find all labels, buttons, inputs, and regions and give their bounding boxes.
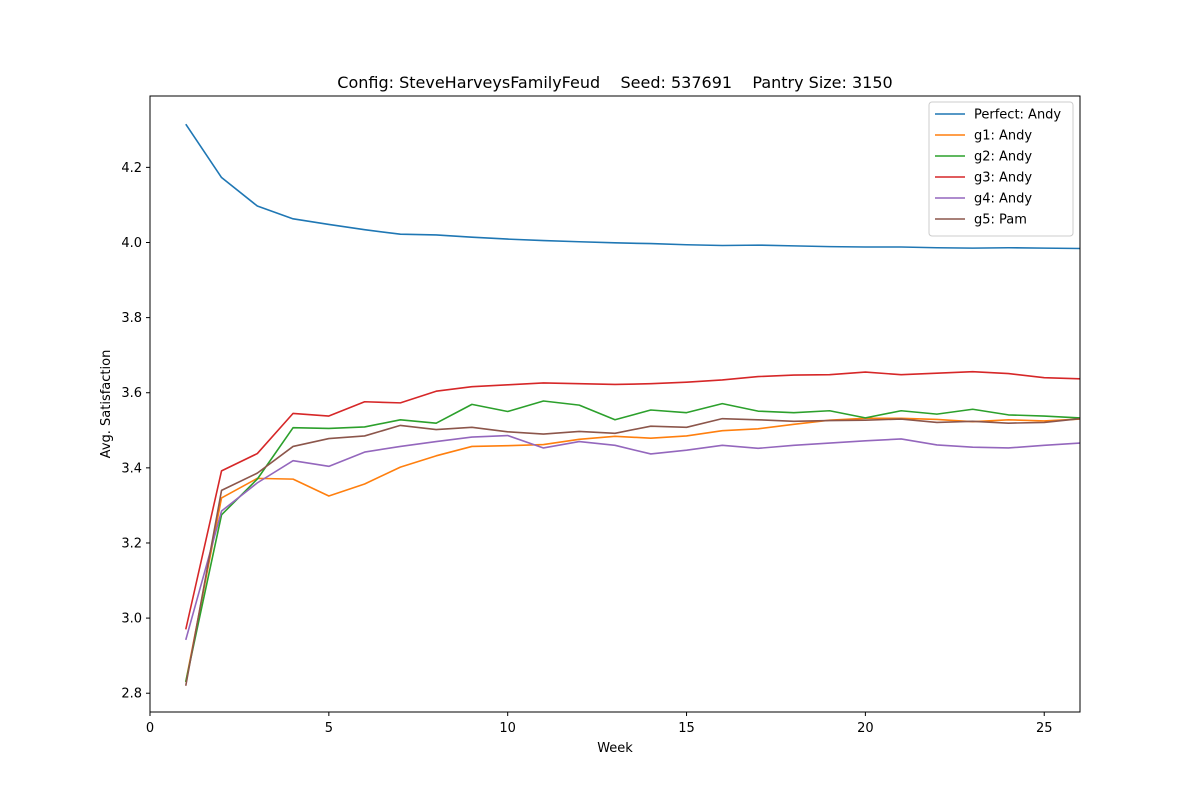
legend-label-4: g3: Andy (974, 171, 1032, 186)
legend-label-6: g5: Pam (974, 213, 1027, 228)
series-line-5 (184, 434, 1080, 641)
x-tick-label: 20 (857, 721, 874, 736)
y-tick-label: 4.0 (121, 236, 142, 251)
series-line-4 (184, 370, 1080, 630)
y-axis-label: Avg. Satisfaction (99, 350, 114, 459)
series-line-6 (184, 417, 1080, 686)
series-line-3 (184, 400, 1080, 683)
y-axis: 2.8 3.0 3.2 3.4 3.6 3.8 4.0 4.2 (121, 161, 150, 702)
legend-label-3: g2: Andy (974, 150, 1032, 165)
legend-label-1: Perfect: Andy (974, 108, 1061, 123)
legend: Perfect: Andy g1: Andy g2: Andy g3: Andy g4:… (928, 101, 1074, 237)
y-tick-label: 4.2 (121, 161, 142, 176)
y-tick-label: 3.6 (121, 386, 142, 401)
legend-label-5: g4: Andy (974, 192, 1032, 207)
x-axis: 0 5 10 15 20 25 (146, 712, 1053, 736)
plot-lines (184, 123, 1080, 686)
x-tick-label: 0 (146, 721, 154, 736)
series-line-2 (184, 417, 1080, 683)
series-line-1 (185, 123, 1080, 250)
y-tick-label: 3.8 (121, 311, 142, 326)
x-tick-label: 10 (499, 721, 516, 736)
x-tick-label: 15 (678, 721, 695, 736)
y-tick-label: 3.2 (121, 536, 142, 551)
x-tick-label: 25 (1036, 721, 1053, 736)
legend-label-2: g1: Andy (974, 129, 1032, 144)
chart-title: Config: SteveHarveysFamilyFeud Seed: 537… (337, 73, 892, 92)
x-axis-label: Week (597, 741, 633, 756)
x-tick-label: 5 (325, 721, 333, 736)
y-tick-label: 2.8 (121, 687, 142, 702)
plot-frame (149, 95, 1081, 713)
y-tick-label: 3.0 (121, 612, 142, 627)
y-tick-label: 3.4 (121, 461, 142, 476)
